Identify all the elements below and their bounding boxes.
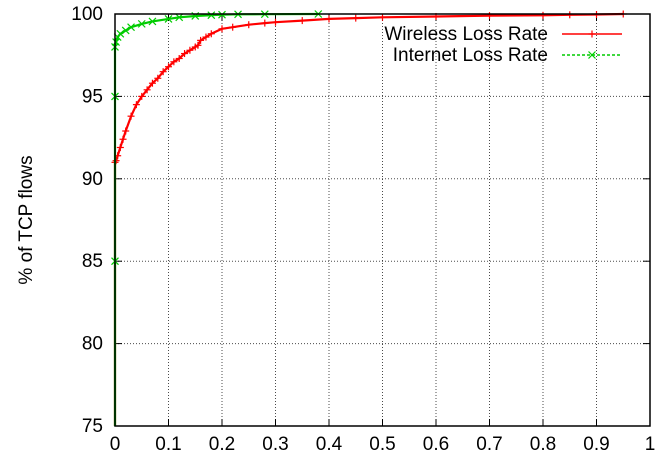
data-point-wireless-loss-rate — [159, 68, 167, 76]
data-point-wireless-loss-rate — [148, 79, 156, 87]
series-line-internet-loss-rate — [113, 12, 319, 426]
y-tick-label: 80 — [82, 334, 103, 355]
y-tick-label: 85 — [82, 251, 103, 272]
series-wireless-loss-rate — [111, 10, 627, 426]
y-axis-title: % of TCP flows — [16, 155, 37, 284]
data-point-wireless-loss-rate — [143, 86, 151, 94]
data-point-internet-loss-rate — [112, 38, 120, 46]
y-tick-label: 90 — [82, 169, 103, 190]
data-point-internet-loss-rate — [121, 26, 130, 35]
data-point-wireless-loss-rate — [566, 11, 574, 19]
data-point-internet-loss-rate — [175, 13, 184, 22]
data-point-wireless-loss-rate — [154, 74, 162, 82]
data-point-wireless-loss-rate — [119, 135, 127, 143]
data-point-wireless-loss-rate — [261, 19, 269, 27]
x-tick-label: 0.5 — [369, 434, 395, 455]
y-tick-label: 75 — [82, 416, 103, 437]
data-point-wireless-loss-rate — [486, 12, 493, 20]
y-tick-label: 95 — [82, 86, 103, 107]
x-tick-label: 0.4 — [316, 434, 343, 455]
legend-marker-internet-loss-rate — [588, 51, 596, 59]
x-tick-label: 1 — [645, 434, 656, 455]
data-point-wireless-loss-rate — [127, 112, 135, 120]
data-point-wireless-loss-rate — [197, 36, 205, 44]
x-tick-label: 0.7 — [476, 434, 502, 455]
data-point-wireless-loss-rate — [132, 101, 140, 109]
plot-frame — [114, 13, 651, 427]
data-point-internet-loss-rate — [148, 17, 157, 26]
x-tick-label: 0 — [110, 434, 121, 455]
x-tick-label: 0.3 — [262, 434, 288, 455]
data-point-wireless-loss-rate — [298, 17, 306, 25]
data-point-wireless-loss-rate — [207, 30, 215, 38]
data-point-wireless-loss-rate — [138, 92, 146, 100]
data-point-wireless-loss-rate — [202, 33, 210, 41]
x-tick-label: 0.8 — [530, 434, 556, 455]
data-point-wireless-loss-rate — [175, 54, 183, 62]
legend-label-wireless-loss-rate: Wireless Loss Rate — [384, 24, 548, 45]
data-point-internet-loss-rate — [207, 11, 216, 20]
data-point-wireless-loss-rate — [170, 58, 178, 66]
data-point-internet-loss-rate — [137, 19, 146, 28]
data-point-wireless-loss-rate — [181, 50, 189, 58]
data-point-wireless-loss-rate — [122, 127, 130, 135]
data-point-wireless-loss-rate — [539, 11, 547, 19]
data-point-wireless-loss-rate — [245, 21, 253, 29]
legend-marker-wireless-loss-rate — [588, 30, 596, 38]
series-internet-loss-rate — [111, 10, 323, 426]
data-point-wireless-loss-rate — [272, 18, 279, 26]
x-tick-label: 0.6 — [423, 434, 449, 455]
data-point-wireless-loss-rate — [194, 41, 202, 49]
data-point-internet-loss-rate — [127, 23, 135, 32]
legend-item-wireless-loss-rate: Wireless Loss Rate — [384, 24, 622, 45]
y-axis-ticks: 75 80 85 90 95 100 — [71, 4, 650, 437]
data-point-wireless-loss-rate — [229, 23, 237, 31]
legend-item-internet-loss-rate: Internet Loss Rate — [393, 45, 622, 66]
y-tick-label: 100 — [71, 4, 103, 25]
data-point-wireless-loss-rate — [352, 14, 360, 22]
x-axis-ticks: 0 0.1 0.2 0.3 0.4 0.5 0.6 0.7 0.8 0.9 1 — [110, 14, 656, 455]
data-point-wireless-loss-rate — [165, 63, 172, 71]
data-point-wireless-loss-rate — [218, 25, 226, 33]
data-point-internet-loss-rate — [164, 15, 173, 23]
data-point-wireless-loss-rate — [186, 46, 194, 54]
data-point-wireless-loss-rate — [325, 15, 333, 23]
grid — [115, 14, 650, 426]
legend-label-internet-loss-rate: Internet Loss Rate — [393, 45, 548, 66]
x-tick-label: 0.2 — [209, 434, 235, 455]
data-point-internet-loss-rate — [116, 29, 125, 38]
x-tick-label: 0.1 — [155, 434, 181, 455]
series-layer — [111, 10, 627, 426]
x-tick-label: 0.9 — [583, 434, 609, 455]
data-point-wireless-loss-rate — [379, 13, 386, 21]
series-line-wireless-loss-rate — [113, 12, 624, 426]
data-point-wireless-loss-rate — [116, 143, 124, 151]
